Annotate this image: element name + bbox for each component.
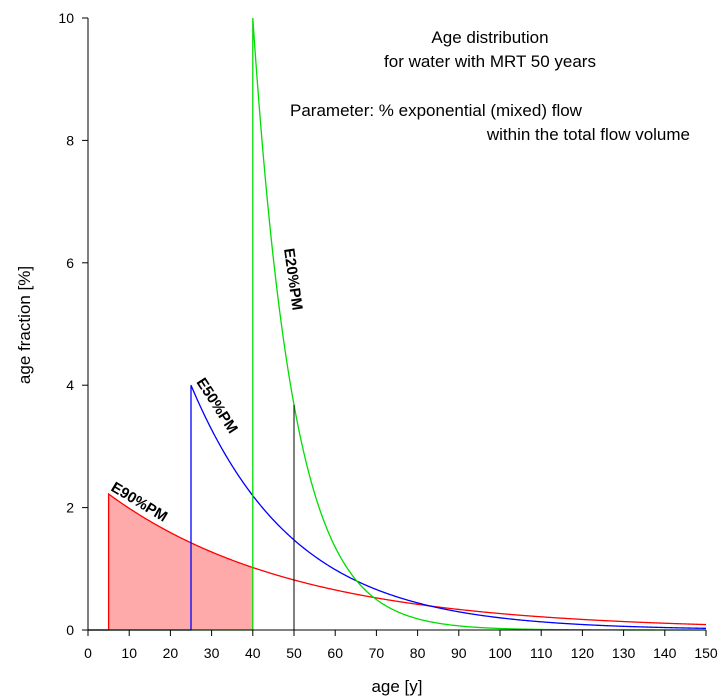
x-tick-label: 80 bbox=[410, 645, 426, 661]
curve-label-e20: E20%PM bbox=[280, 247, 306, 311]
x-tick-label: 70 bbox=[369, 645, 385, 661]
shaded-area-e90 bbox=[108, 494, 253, 630]
x-tick-label: 10 bbox=[121, 645, 137, 661]
shaded-area-layer bbox=[108, 494, 253, 630]
x-tick-label: 140 bbox=[653, 645, 677, 661]
x-tick-label: 0 bbox=[84, 645, 92, 661]
series-line-e50pctpm bbox=[88, 384, 707, 631]
y-axis-title: age fraction [%] bbox=[15, 266, 34, 384]
x-tick-label: 20 bbox=[163, 645, 179, 661]
x-tick-label: 50 bbox=[286, 645, 302, 661]
y-tick-label: 2 bbox=[66, 500, 74, 516]
x-axis-title: age [y] bbox=[371, 677, 422, 696]
axis-layer: 0 10 20 30 40 50 60 70 80 90 100 110 120 130 140 150 0 2 4… bbox=[58, 10, 717, 661]
y-tick-label: 0 bbox=[66, 622, 74, 638]
y-tick-label: 8 bbox=[66, 132, 74, 148]
x-tick-label: 130 bbox=[612, 645, 636, 661]
annotation-parameter-line1: Parameter: % exponential (mixed) flow bbox=[290, 101, 583, 120]
annotation-title-line2: for water with MRT 50 years bbox=[384, 52, 596, 71]
annotation-title-line1: Age distribution bbox=[431, 28, 548, 47]
x-tick-label: 90 bbox=[451, 645, 467, 661]
annotation-parameter-line2: within the total flow volume bbox=[486, 125, 690, 144]
x-tick-label: 120 bbox=[571, 645, 595, 661]
x-tick-label: 150 bbox=[694, 645, 718, 661]
x-tick-label: 110 bbox=[530, 645, 553, 661]
y-tick-label: 10 bbox=[58, 10, 74, 26]
x-tick-label: 100 bbox=[488, 645, 512, 661]
y-tick-label: 6 bbox=[66, 255, 74, 271]
series-line-e90pctpm bbox=[88, 492, 707, 631]
x-tick-label: 60 bbox=[327, 645, 343, 661]
x-tick-label: 30 bbox=[204, 645, 220, 661]
x-tick-label: 40 bbox=[245, 645, 261, 661]
y-tick-label: 4 bbox=[66, 377, 74, 393]
